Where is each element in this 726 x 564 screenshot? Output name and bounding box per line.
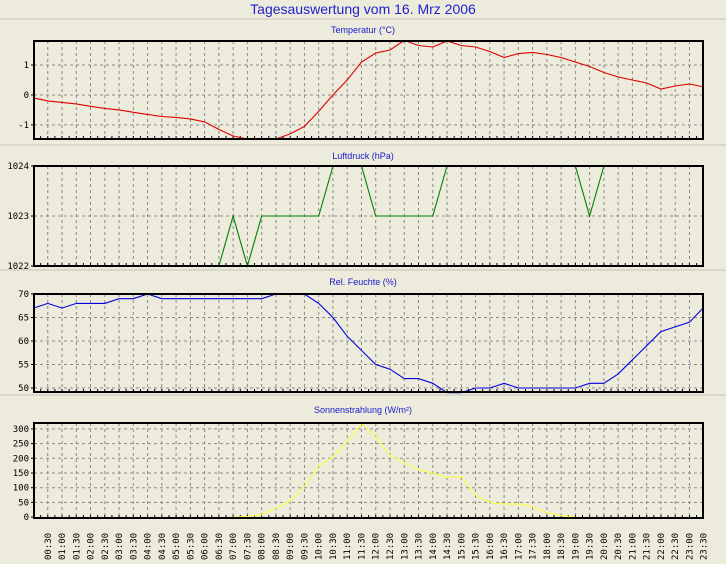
y-tick-label: 50 — [18, 384, 29, 394]
y-tick-label: 1 — [24, 61, 29, 71]
page-title: Tagesauswertung vom 16. Mrz 2006 — [250, 1, 476, 17]
x-tick-label: 06:30 — [215, 533, 225, 560]
x-tick-label: 02:30 — [101, 533, 111, 560]
x-tick-label: 13:00 — [400, 533, 410, 560]
x-tick-label: 17:00 — [514, 533, 524, 560]
panel-title: Sonnenstrahlung (W/m²) — [314, 405, 412, 415]
x-tick-label: 09:00 — [286, 533, 296, 560]
x-tick-label: 11:30 — [357, 533, 367, 560]
x-tick-label: 04:00 — [144, 533, 154, 560]
x-tick-label: 10:00 — [315, 533, 325, 560]
x-tick-label: 07:30 — [243, 533, 253, 560]
x-tick-label: 01:30 — [72, 533, 82, 560]
x-tick-label: 22:30 — [671, 533, 681, 560]
x-tick-label: 21:00 — [628, 533, 638, 560]
x-tick-label: 14:30 — [443, 533, 453, 560]
y-tick-label: 150 — [13, 469, 29, 479]
x-tick-label: 15:00 — [457, 533, 467, 560]
panel-title: Rel. Feuchte (%) — [329, 277, 397, 287]
x-tick-label: 20:30 — [614, 533, 624, 560]
y-tick-label: 65 — [18, 314, 29, 324]
chart-panel-0: Temperatur (°C) 1 0 -1 — [0, 25, 726, 146]
y-tick-label: 1023 — [7, 212, 29, 222]
chart-panel-2: Rel. Feuchte (%) 70 65 60 55 50 — [0, 277, 726, 396]
y-tick-label: 55 — [18, 361, 29, 371]
x-tick-label: 04:30 — [158, 533, 168, 560]
x-tick-label: 14:00 — [429, 533, 439, 560]
x-tick-label: 18:00 — [543, 533, 553, 560]
x-tick-label: 18:30 — [557, 533, 567, 560]
chart-panel-1: Luftdruck (hPa) 1024 1023 1022 — [0, 151, 726, 272]
x-tick-label: 10:30 — [329, 533, 339, 560]
x-tick-label: 19:30 — [586, 533, 596, 560]
x-tick-label: 03:00 — [115, 533, 125, 560]
x-tick-label: 00:30 — [44, 533, 54, 560]
plot-area — [34, 423, 703, 518]
y-tick-label: 300 — [13, 425, 29, 435]
x-tick-label: 23:30 — [700, 533, 710, 560]
y-tick-label: -1 — [18, 121, 29, 131]
x-tick-label: 09:30 — [300, 533, 310, 560]
x-tick-label: 12:30 — [386, 533, 396, 560]
plot-area — [34, 294, 703, 392]
x-tick-label: 05:00 — [172, 533, 182, 560]
x-tick-label: 23:00 — [685, 533, 695, 560]
y-tick-label: 1022 — [7, 262, 29, 272]
x-tick-label: 22:00 — [657, 533, 667, 560]
x-tick-label: 11:00 — [343, 533, 353, 560]
y-tick-label: 70 — [18, 290, 29, 300]
plot-border — [33, 422, 704, 519]
series-line — [233, 422, 576, 518]
x-tick-label: 02:00 — [87, 533, 97, 560]
x-tick-label: 05:30 — [186, 533, 196, 560]
chart-panel-3: Sonnenstrahlung (W/m²) 300 250 200 150 100 50 0 — [13, 405, 704, 523]
x-tick-label: 17:30 — [529, 533, 539, 560]
x-tick-label: 12:00 — [372, 533, 382, 560]
y-tick-label: 100 — [13, 484, 29, 494]
plot-area — [34, 166, 703, 266]
x-tick-label: 03:30 — [129, 533, 139, 560]
x-tick-label: 16:00 — [486, 533, 496, 560]
y-tick-label: 1024 — [7, 162, 29, 172]
plot-border — [33, 40, 704, 140]
panel-title: Luftdruck (hPa) — [332, 151, 394, 161]
y-tick-label: 0 — [24, 513, 29, 523]
x-tick-label: 08:00 — [258, 533, 268, 560]
x-tick-label: 07:00 — [229, 533, 239, 560]
panel-title: Temperatur (°C) — [331, 25, 395, 35]
y-tick-label: 200 — [13, 454, 29, 464]
series-line — [33, 39, 704, 140]
x-tick-label: 20:00 — [600, 533, 610, 560]
y-tick-label: 0 — [24, 91, 29, 101]
x-tick-label: 16:30 — [500, 533, 510, 560]
y-tick-label: 60 — [18, 337, 29, 347]
plot-border — [33, 293, 704, 393]
x-tick-label: 06:00 — [201, 533, 211, 560]
x-tick-label: 21:30 — [643, 533, 653, 560]
x-tick-label: 08:30 — [272, 533, 282, 560]
x-tick-label: 13:30 — [415, 533, 425, 560]
plot-area — [34, 41, 703, 139]
x-tick-label: 15:30 — [472, 533, 482, 560]
plot-border — [33, 165, 704, 267]
y-tick-label: 50 — [18, 498, 29, 508]
y-tick-label: 250 — [13, 440, 29, 450]
x-tick-label: 01:00 — [58, 533, 68, 560]
x-tick-label: 19:00 — [571, 533, 581, 560]
